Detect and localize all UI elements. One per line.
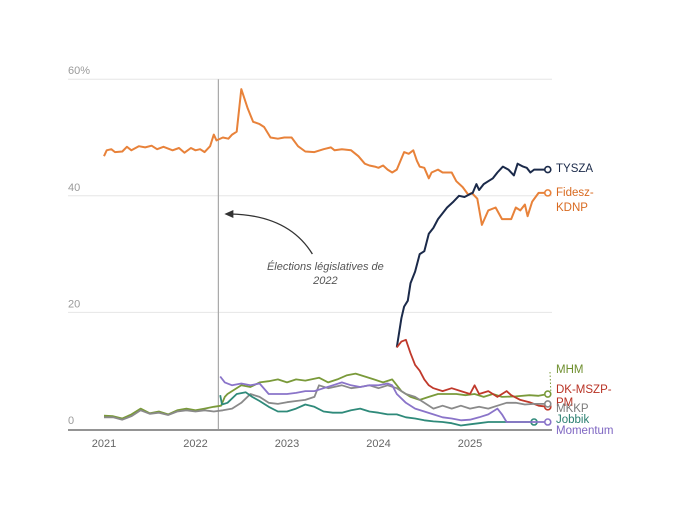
series-line-jobbik: [219, 391, 535, 427]
series-line-tisza: [395, 162, 548, 348]
y-tick-label: 0: [68, 415, 74, 427]
y-tick-label: 40: [68, 182, 80, 194]
election-annotation: Élections législatives de 2022: [217, 79, 384, 429]
x-tick-label: 2023: [275, 438, 299, 450]
series-label-tisza: TYSZA: [556, 163, 593, 175]
label-leader-line: [549, 371, 552, 392]
series-label-fidesz-kdnp: KDNP: [556, 202, 588, 214]
x-tick-label: 2022: [183, 438, 207, 450]
endpoint-marker-mkkp: [543, 400, 552, 408]
series-label-dk-mszp-pm: PM: [556, 397, 573, 409]
series-label-mhm: MHM: [556, 364, 583, 376]
series-lines: [103, 88, 552, 427]
y-tick-label: 20: [68, 298, 80, 310]
annotation-text-line1: Élections législatives de: [267, 260, 384, 273]
series-label-momentum: Momentum: [556, 425, 614, 437]
series-label-dk-mszp-pm: DK-MSZP-: [556, 384, 612, 396]
series-line-momentum: [219, 375, 548, 423]
arrowhead-icon: [224, 210, 234, 218]
endpoint-marker-momentum: [543, 418, 552, 426]
series-label-jobbik: Jobbik: [556, 414, 589, 426]
y-tick-label: 60%: [68, 65, 90, 77]
x-tick-label: 2025: [458, 438, 482, 450]
series-label-mkkp: MKKP: [556, 403, 589, 415]
series-labels: Fidesz- KDNP TYSZA MHM DK-MSZP-PMMKKPJobbikM…: [549, 163, 614, 437]
gridlines: [68, 78, 552, 313]
x-axis-ticks: 2021 2022 2023 2024 2025: [92, 438, 482, 450]
endpoint-marker-mhm: [543, 390, 552, 398]
series-line-mkkp: [104, 384, 548, 421]
annotation-arrow-icon: [230, 213, 313, 255]
endpoint-marker-tisza: [543, 165, 552, 174]
y-axis-ticks: 60% 40 20 0: [68, 65, 90, 427]
endpoint-marker-fidesz-kdnp: [543, 189, 552, 197]
series-line-mhm: [103, 372, 548, 420]
x-tick-label: 2021: [92, 438, 116, 450]
x-tick-label: 2024: [366, 438, 390, 450]
series-line-fidesz-kdnp: [103, 88, 548, 226]
annotation-text-line2: 2022: [312, 275, 337, 287]
series-label-fidesz-kdnp: Fidesz-: [556, 187, 594, 199]
series-line-dk-mszp-pm: [396, 338, 548, 408]
